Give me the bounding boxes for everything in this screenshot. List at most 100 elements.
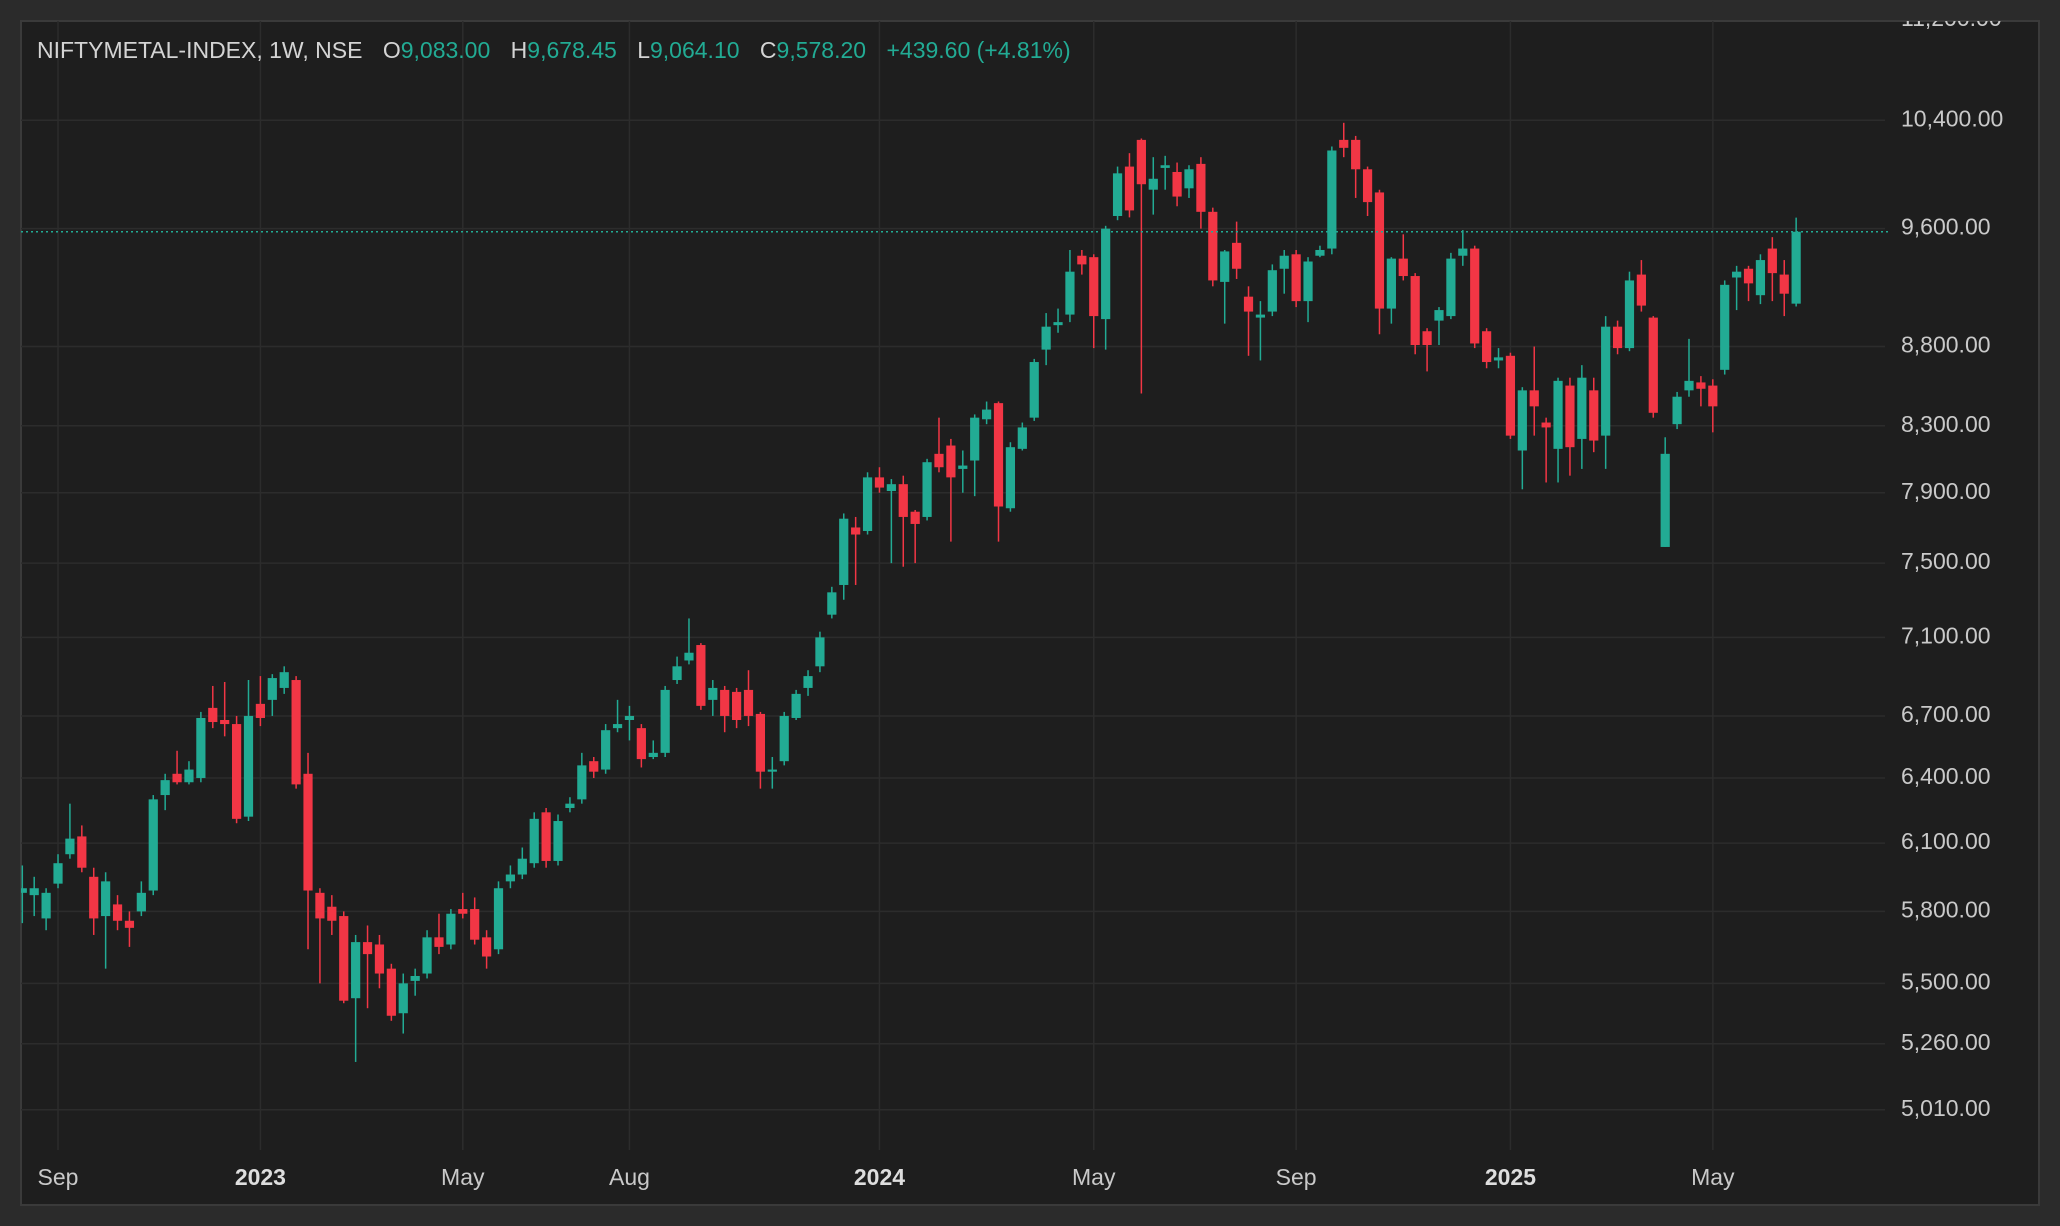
candle-body — [946, 445, 956, 478]
candle-body — [779, 715, 789, 762]
candle-body — [815, 637, 825, 667]
candle-body — [29, 888, 39, 896]
candle-body — [934, 453, 944, 468]
candle-body — [1589, 390, 1599, 441]
candle-body — [529, 818, 539, 864]
candle-body — [1553, 380, 1563, 449]
candle-body — [1517, 390, 1527, 451]
candle-body — [1541, 422, 1551, 428]
candle-body — [601, 730, 611, 770]
y-tick-label: 10,400.00 — [1901, 105, 2003, 131]
y-tick-label: 5,500.00 — [1901, 968, 1991, 994]
x-tick-label: Sep — [1276, 1164, 1317, 1190]
candle-body — [1196, 163, 1206, 212]
candle-body — [1089, 257, 1099, 317]
candle-body — [1636, 274, 1646, 306]
candle-body — [696, 645, 706, 706]
candle-body — [1755, 260, 1766, 296]
candle-body — [446, 913, 456, 945]
candle-body — [505, 874, 516, 882]
candle-body — [1493, 357, 1504, 361]
ohlc-value: 9,083.00 — [400, 37, 491, 63]
x-tick-label: Sep — [38, 1164, 79, 1190]
candle-body — [910, 511, 920, 524]
candle-body — [732, 691, 742, 720]
x-tick-label: May — [441, 1164, 485, 1190]
candle-body — [220, 719, 230, 725]
ohlc-value: 9,678.45 — [527, 37, 617, 63]
candle-body — [743, 689, 754, 716]
candle-body — [1684, 380, 1694, 391]
candle-body — [565, 803, 575, 808]
y-tick-label: 7,100.00 — [1901, 622, 1991, 648]
candle-body — [1041, 326, 1051, 350]
candle-body — [1470, 248, 1480, 344]
candle-body — [77, 836, 87, 868]
candle-body — [21, 888, 27, 893]
candle-body — [1291, 254, 1301, 302]
candle-body — [767, 769, 777, 772]
candle-body — [612, 724, 623, 729]
candle-body — [1696, 382, 1706, 389]
y-tick-label: 5,010.00 — [1901, 1095, 1991, 1121]
candle-body — [1708, 385, 1718, 407]
candle-body — [517, 858, 527, 875]
candle-body — [1184, 169, 1194, 189]
candle-body — [660, 689, 670, 753]
candle-body — [315, 892, 325, 919]
candle-body — [279, 672, 289, 688]
x-tick-label: Aug — [609, 1164, 650, 1190]
y-tick-label: 6,700.00 — [1901, 701, 1991, 727]
y-tick-label: 8,300.00 — [1901, 411, 1991, 437]
y-tick-label: 7,500.00 — [1901, 548, 1991, 574]
candle-body — [1767, 248, 1777, 274]
candle-body — [255, 703, 265, 718]
candle-body — [1648, 317, 1658, 413]
plot-area: Sep 2023 May Aug 2024 May Sep 2025 May 5,010.00 5,… — [21, 21, 2003, 1190]
candle-body — [1172, 171, 1182, 197]
candle-body — [1005, 447, 1016, 509]
candle-body — [886, 484, 896, 492]
candle-body — [267, 678, 277, 700]
candle-body — [755, 713, 766, 772]
candle-body — [898, 484, 908, 517]
candle-body — [231, 724, 242, 819]
candle-body — [1029, 362, 1039, 418]
candle-body — [982, 409, 992, 420]
candle-body — [1053, 322, 1063, 326]
candle-body — [1279, 255, 1289, 269]
candle-body — [803, 676, 813, 688]
candle-body — [1446, 258, 1456, 317]
candle-body — [1434, 310, 1444, 321]
candle-body — [636, 728, 646, 760]
y-tick-label: 5,800.00 — [1901, 896, 1991, 922]
candle-body — [958, 465, 968, 469]
ohlc-value: 9,578.20 — [776, 37, 867, 63]
candle-body — [720, 689, 730, 716]
candle-body — [1601, 326, 1611, 436]
candle-body — [410, 975, 420, 981]
candle-body — [1112, 173, 1123, 217]
candle-body — [827, 592, 837, 615]
candle-body — [708, 687, 718, 700]
candle-body — [970, 417, 980, 461]
ohlc-key: H — [510, 37, 528, 63]
candle-body — [791, 693, 801, 718]
candle-body — [351, 942, 361, 999]
candle-body — [1779, 274, 1789, 294]
candle-body — [41, 892, 51, 919]
candle-body — [1220, 251, 1230, 282]
candle-body — [922, 462, 932, 517]
candle-body — [1720, 284, 1730, 370]
candle-body — [1505, 355, 1516, 436]
candle-body — [1303, 261, 1313, 302]
candle-body — [422, 937, 432, 974]
candle-body — [1101, 228, 1111, 320]
candle-body — [624, 715, 635, 720]
candle-body — [470, 909, 480, 940]
candle-body — [1410, 276, 1420, 346]
candle-body — [648, 752, 658, 758]
candle-body — [1386, 258, 1396, 309]
candle-body — [458, 909, 468, 914]
